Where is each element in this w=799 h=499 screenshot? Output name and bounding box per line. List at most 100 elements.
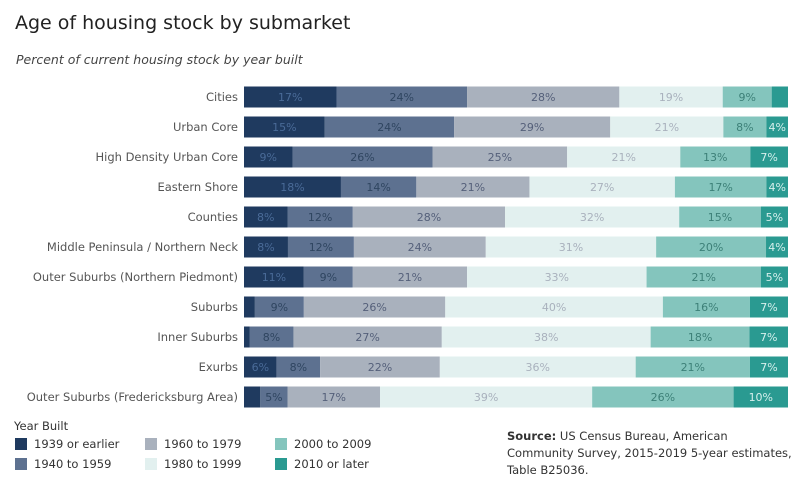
bar-segment xyxy=(454,116,611,138)
data-label: 14% xyxy=(366,181,390,194)
data-label: 18% xyxy=(280,181,304,194)
data-label: 17% xyxy=(322,391,346,404)
bar-segment xyxy=(416,176,530,198)
data-label: 21% xyxy=(681,361,705,374)
bar-segment xyxy=(766,116,788,138)
data-label: 8% xyxy=(290,361,307,374)
data-label: 8% xyxy=(736,121,753,134)
bar-segment xyxy=(680,146,751,168)
data-label: 16% xyxy=(694,301,718,314)
category-label: Urban Core xyxy=(173,120,238,134)
bar-segment xyxy=(766,236,788,258)
bar-segment xyxy=(432,146,568,168)
bar-segment xyxy=(244,146,293,168)
category-label: Suburbs xyxy=(191,300,238,314)
data-label: 8% xyxy=(257,211,274,224)
bar-segment xyxy=(722,86,772,108)
bar-segment xyxy=(380,386,593,408)
category-label: Outer Suburbs (Fredericksburg Area) xyxy=(27,390,238,404)
source-note: Source: US Census Bureau, American Commu… xyxy=(507,428,792,479)
legend-item: 1960 to 1979 xyxy=(145,436,241,452)
data-label: 33% xyxy=(545,271,569,284)
bar-segment xyxy=(287,236,354,258)
data-label: 7% xyxy=(760,151,777,164)
data-label: 19% xyxy=(659,91,683,104)
data-label: 8% xyxy=(263,331,280,344)
data-label: 5% xyxy=(766,211,783,224)
legend-label: 2000 to 2009 xyxy=(294,437,372,451)
bar-segment xyxy=(656,236,767,258)
bar-segment xyxy=(303,266,353,288)
data-label: 11% xyxy=(262,271,286,284)
bar-segment xyxy=(750,146,788,168)
data-label: 28% xyxy=(531,91,555,104)
data-label: 28% xyxy=(417,211,441,224)
data-label: 13% xyxy=(703,151,727,164)
legend-item: 1940 to 1959 xyxy=(15,456,111,472)
data-label: 18% xyxy=(688,331,712,344)
data-label: 36% xyxy=(526,361,550,374)
data-label: 4% xyxy=(768,241,785,254)
bar-segment xyxy=(467,86,620,108)
legend-swatch xyxy=(15,458,27,470)
legend-label: 1940 to 1959 xyxy=(34,457,112,471)
legend-label: 1939 or earlier xyxy=(34,437,120,451)
bar-segment xyxy=(292,146,433,168)
bar-segment xyxy=(766,176,788,198)
data-label: 22% xyxy=(368,361,392,374)
bar-segment xyxy=(619,86,723,108)
legend-item: 1939 or earlier xyxy=(15,436,119,452)
bar-segment xyxy=(749,326,788,348)
data-label: 4% xyxy=(769,181,786,194)
chart-subtitle: Percent of current housing stock by year… xyxy=(16,52,303,67)
data-label: 10% xyxy=(749,391,773,404)
data-label: 24% xyxy=(408,241,432,254)
data-label: 26% xyxy=(651,391,675,404)
bar-segment xyxy=(352,266,468,288)
bar-segment xyxy=(749,356,788,378)
bar-segment xyxy=(276,356,321,378)
category-label: Eastern Shore xyxy=(157,180,238,194)
category-label: Cities xyxy=(206,90,238,104)
bar-segment xyxy=(674,176,767,198)
data-label: 26% xyxy=(350,151,374,164)
chart-title: Age of housing stock by submarket xyxy=(15,12,351,34)
bar-segment xyxy=(445,296,663,318)
data-label: 21% xyxy=(461,181,485,194)
source-text: US Census Bureau, American Community Sur… xyxy=(507,429,792,477)
bar-segment xyxy=(244,206,288,228)
data-label: 24% xyxy=(390,91,414,104)
bar-segment xyxy=(244,236,288,258)
category-label: High Density Urban Core xyxy=(95,150,238,164)
category-label: Counties xyxy=(188,210,238,224)
bar-segment xyxy=(662,296,750,318)
bar-segment xyxy=(244,266,304,288)
data-label: 9% xyxy=(260,151,277,164)
data-label: 21% xyxy=(691,271,715,284)
bar-segment xyxy=(646,266,761,288)
data-label: 26% xyxy=(362,301,386,314)
data-label: 27% xyxy=(590,181,614,194)
data-label: 12% xyxy=(308,211,332,224)
data-label: 9% xyxy=(738,91,755,104)
bar-segment xyxy=(679,206,761,228)
legend-item: 2010 or later xyxy=(275,456,369,472)
legend-swatch xyxy=(275,458,287,470)
bar-segment xyxy=(303,296,446,318)
bar-segment xyxy=(635,356,750,378)
data-label: 21% xyxy=(655,121,679,134)
legend-item: 2000 to 2009 xyxy=(275,436,371,452)
data-label: 32% xyxy=(580,211,604,224)
category-label: Middle Peninsula / Northern Neck xyxy=(47,240,238,254)
data-label: 17% xyxy=(708,181,732,194)
bar-segment xyxy=(336,86,468,108)
legend-swatch xyxy=(275,438,287,450)
data-label: 5% xyxy=(265,391,282,404)
data-label: 21% xyxy=(611,151,635,164)
bar-segment xyxy=(467,266,647,288)
source-label: Source: xyxy=(507,429,557,443)
legend-swatch xyxy=(145,458,157,470)
bar-segment xyxy=(439,356,636,378)
bar-segment xyxy=(254,296,304,318)
data-label: 25% xyxy=(488,151,512,164)
